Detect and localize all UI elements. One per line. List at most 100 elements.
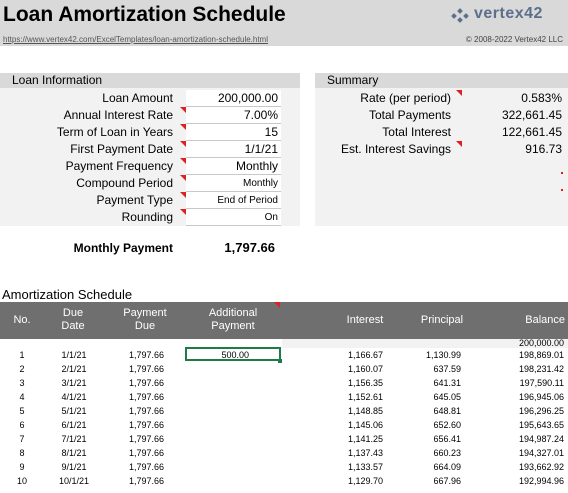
row-due-date: 2/1/21 bbox=[61, 364, 87, 374]
row-principal: 660.23 bbox=[433, 448, 461, 458]
comment-marker bbox=[456, 141, 462, 147]
loan-field-input[interactable]: 15 bbox=[186, 124, 281, 141]
summary-field-value: 916.73 bbox=[525, 142, 562, 156]
comment-marker bbox=[180, 175, 186, 181]
comment-marker bbox=[180, 209, 186, 215]
summary-field-value: 322,661.45 bbox=[501, 108, 562, 122]
row-payment-due: 1,797.66 bbox=[128, 350, 164, 360]
summary-field-value: 122,661.45 bbox=[501, 125, 562, 139]
summary-field-label: Rate (per period) bbox=[360, 91, 451, 105]
row-principal: 637.59 bbox=[433, 364, 461, 374]
row-additional-payment[interactable]: 500.00 bbox=[221, 350, 249, 360]
row-interest: 1,141.25 bbox=[347, 434, 383, 444]
col-header-balance: Balance bbox=[525, 314, 565, 326]
loan-field-label: First Payment Date bbox=[70, 142, 173, 156]
row-balance: 195,643.65 bbox=[518, 420, 564, 430]
row-balance: 196,296.25 bbox=[518, 406, 564, 416]
row-payment-due: 1,797.66 bbox=[128, 420, 164, 430]
row-interest: 1,129.70 bbox=[347, 476, 383, 486]
row-balance: 193,662.92 bbox=[518, 462, 564, 472]
row-balance: 196,945.06 bbox=[518, 392, 564, 402]
row-due-date: 5/1/21 bbox=[61, 406, 87, 416]
row-interest: 1,137.43 bbox=[347, 448, 383, 458]
comment-marker bbox=[180, 141, 186, 147]
row-due-date: 1/1/21 bbox=[61, 350, 87, 360]
row-interest: 1,152.61 bbox=[347, 392, 383, 402]
loan-field-input[interactable]: 200,000.00 bbox=[186, 90, 281, 107]
loan-field-input[interactable]: Monthly bbox=[186, 175, 281, 192]
monthly-payment-value: 1,797.66 bbox=[224, 240, 275, 255]
row-balance: 197,590.11 bbox=[519, 378, 564, 388]
col-header-due-date: Due Date bbox=[61, 307, 85, 332]
comment-marker bbox=[180, 192, 186, 198]
loan-field-label: Rounding bbox=[121, 210, 173, 224]
row-no: 5 bbox=[19, 406, 25, 416]
loan-field-label: Payment Type bbox=[96, 193, 174, 207]
comment-marker bbox=[561, 172, 563, 174]
comment-marker bbox=[180, 107, 186, 113]
row-due-date: 3/1/21 bbox=[61, 378, 87, 388]
row-interest: 1,160.07 bbox=[347, 364, 383, 374]
row-balance: 198,869.01 bbox=[518, 350, 564, 360]
loan-info-heading: Loan Information bbox=[0, 73, 300, 88]
row-balance: 198,231.42 bbox=[518, 364, 564, 374]
row-due-date: 7/1/21 bbox=[61, 434, 87, 444]
row-principal: 1,130.99 bbox=[425, 350, 461, 360]
monthly-payment-label: Monthly Payment bbox=[73, 241, 173, 255]
row-no: 7 bbox=[19, 434, 25, 444]
row-interest: 1,133.57 bbox=[347, 462, 383, 472]
copyright-text: © 2008-2022 Vertex42 LLC bbox=[465, 35, 563, 44]
row-no: 2 bbox=[19, 364, 25, 374]
row-no: 1 bbox=[19, 350, 25, 360]
row-payment-due: 1,797.66 bbox=[128, 406, 164, 416]
summary-field-label: Total Payments bbox=[368, 108, 451, 122]
loan-field-input[interactable]: End of Period bbox=[186, 192, 281, 209]
comment-marker bbox=[274, 302, 280, 308]
summary-panel bbox=[315, 88, 568, 226]
row-principal: 641.31 bbox=[433, 378, 461, 388]
row-no: 6 bbox=[19, 420, 25, 430]
logo-text: vertex42 bbox=[474, 5, 543, 22]
col-header-payment-due: Payment Due bbox=[123, 307, 167, 332]
vertex42-logo-icon bbox=[451, 8, 469, 23]
row-payment-due: 1,797.66 bbox=[128, 434, 164, 444]
col-header-interest: Interest bbox=[346, 314, 384, 326]
row-balance: 194,987.24 bbox=[518, 434, 564, 444]
row-interest: 1,156.35 bbox=[347, 378, 383, 388]
row-payment-due: 1,797.66 bbox=[128, 378, 164, 388]
row-due-date: 4/1/21 bbox=[61, 392, 87, 402]
row-due-date: 6/1/21 bbox=[61, 420, 87, 430]
row-interest: 1,145.06 bbox=[347, 420, 383, 430]
loan-field-label: Loan Amount bbox=[102, 91, 173, 105]
row-payment-due: 1,797.66 bbox=[128, 448, 164, 458]
opening-balance: 200,000.00 bbox=[518, 338, 564, 348]
header-band bbox=[0, 0, 568, 46]
row-balance: 194,327.01 bbox=[518, 448, 564, 458]
summary-field-value: 0.583% bbox=[521, 91, 562, 105]
loan-field-input[interactable]: 1/1/21 bbox=[186, 141, 281, 158]
row-no: 8 bbox=[19, 448, 25, 458]
template-link[interactable]: https://www.vertex42.com/ExcelTemplates/… bbox=[3, 35, 268, 44]
comment-marker bbox=[561, 189, 563, 191]
row-principal: 664.09 bbox=[433, 462, 461, 472]
row-due-date: 8/1/21 bbox=[61, 448, 87, 458]
selected-cell[interactable] bbox=[185, 347, 281, 361]
loan-field-label: Annual Interest Rate bbox=[63, 108, 173, 122]
fill-handle[interactable] bbox=[278, 359, 282, 363]
comment-marker bbox=[456, 90, 462, 96]
row-balance: 192,994.96 bbox=[518, 476, 564, 486]
loan-field-input[interactable]: On bbox=[186, 209, 281, 226]
loan-field-input[interactable]: 7.00% bbox=[186, 107, 281, 124]
row-principal: 656.41 bbox=[433, 434, 461, 444]
row-no: 10 bbox=[16, 476, 27, 486]
col-header-principal: Principal bbox=[420, 314, 464, 326]
loan-field-label: Compound Period bbox=[76, 176, 173, 190]
row-payment-due: 1,797.66 bbox=[128, 392, 164, 402]
row-no: 9 bbox=[19, 462, 25, 472]
schedule-heading: Amortization Schedule bbox=[2, 287, 133, 302]
row-principal: 648.81 bbox=[433, 406, 461, 416]
row-due-date: 10/1/21 bbox=[58, 476, 90, 486]
row-principal: 652.60 bbox=[433, 420, 461, 430]
summary-field-label: Est. Interest Savings bbox=[340, 142, 451, 156]
loan-field-input[interactable]: Monthly bbox=[186, 158, 281, 175]
